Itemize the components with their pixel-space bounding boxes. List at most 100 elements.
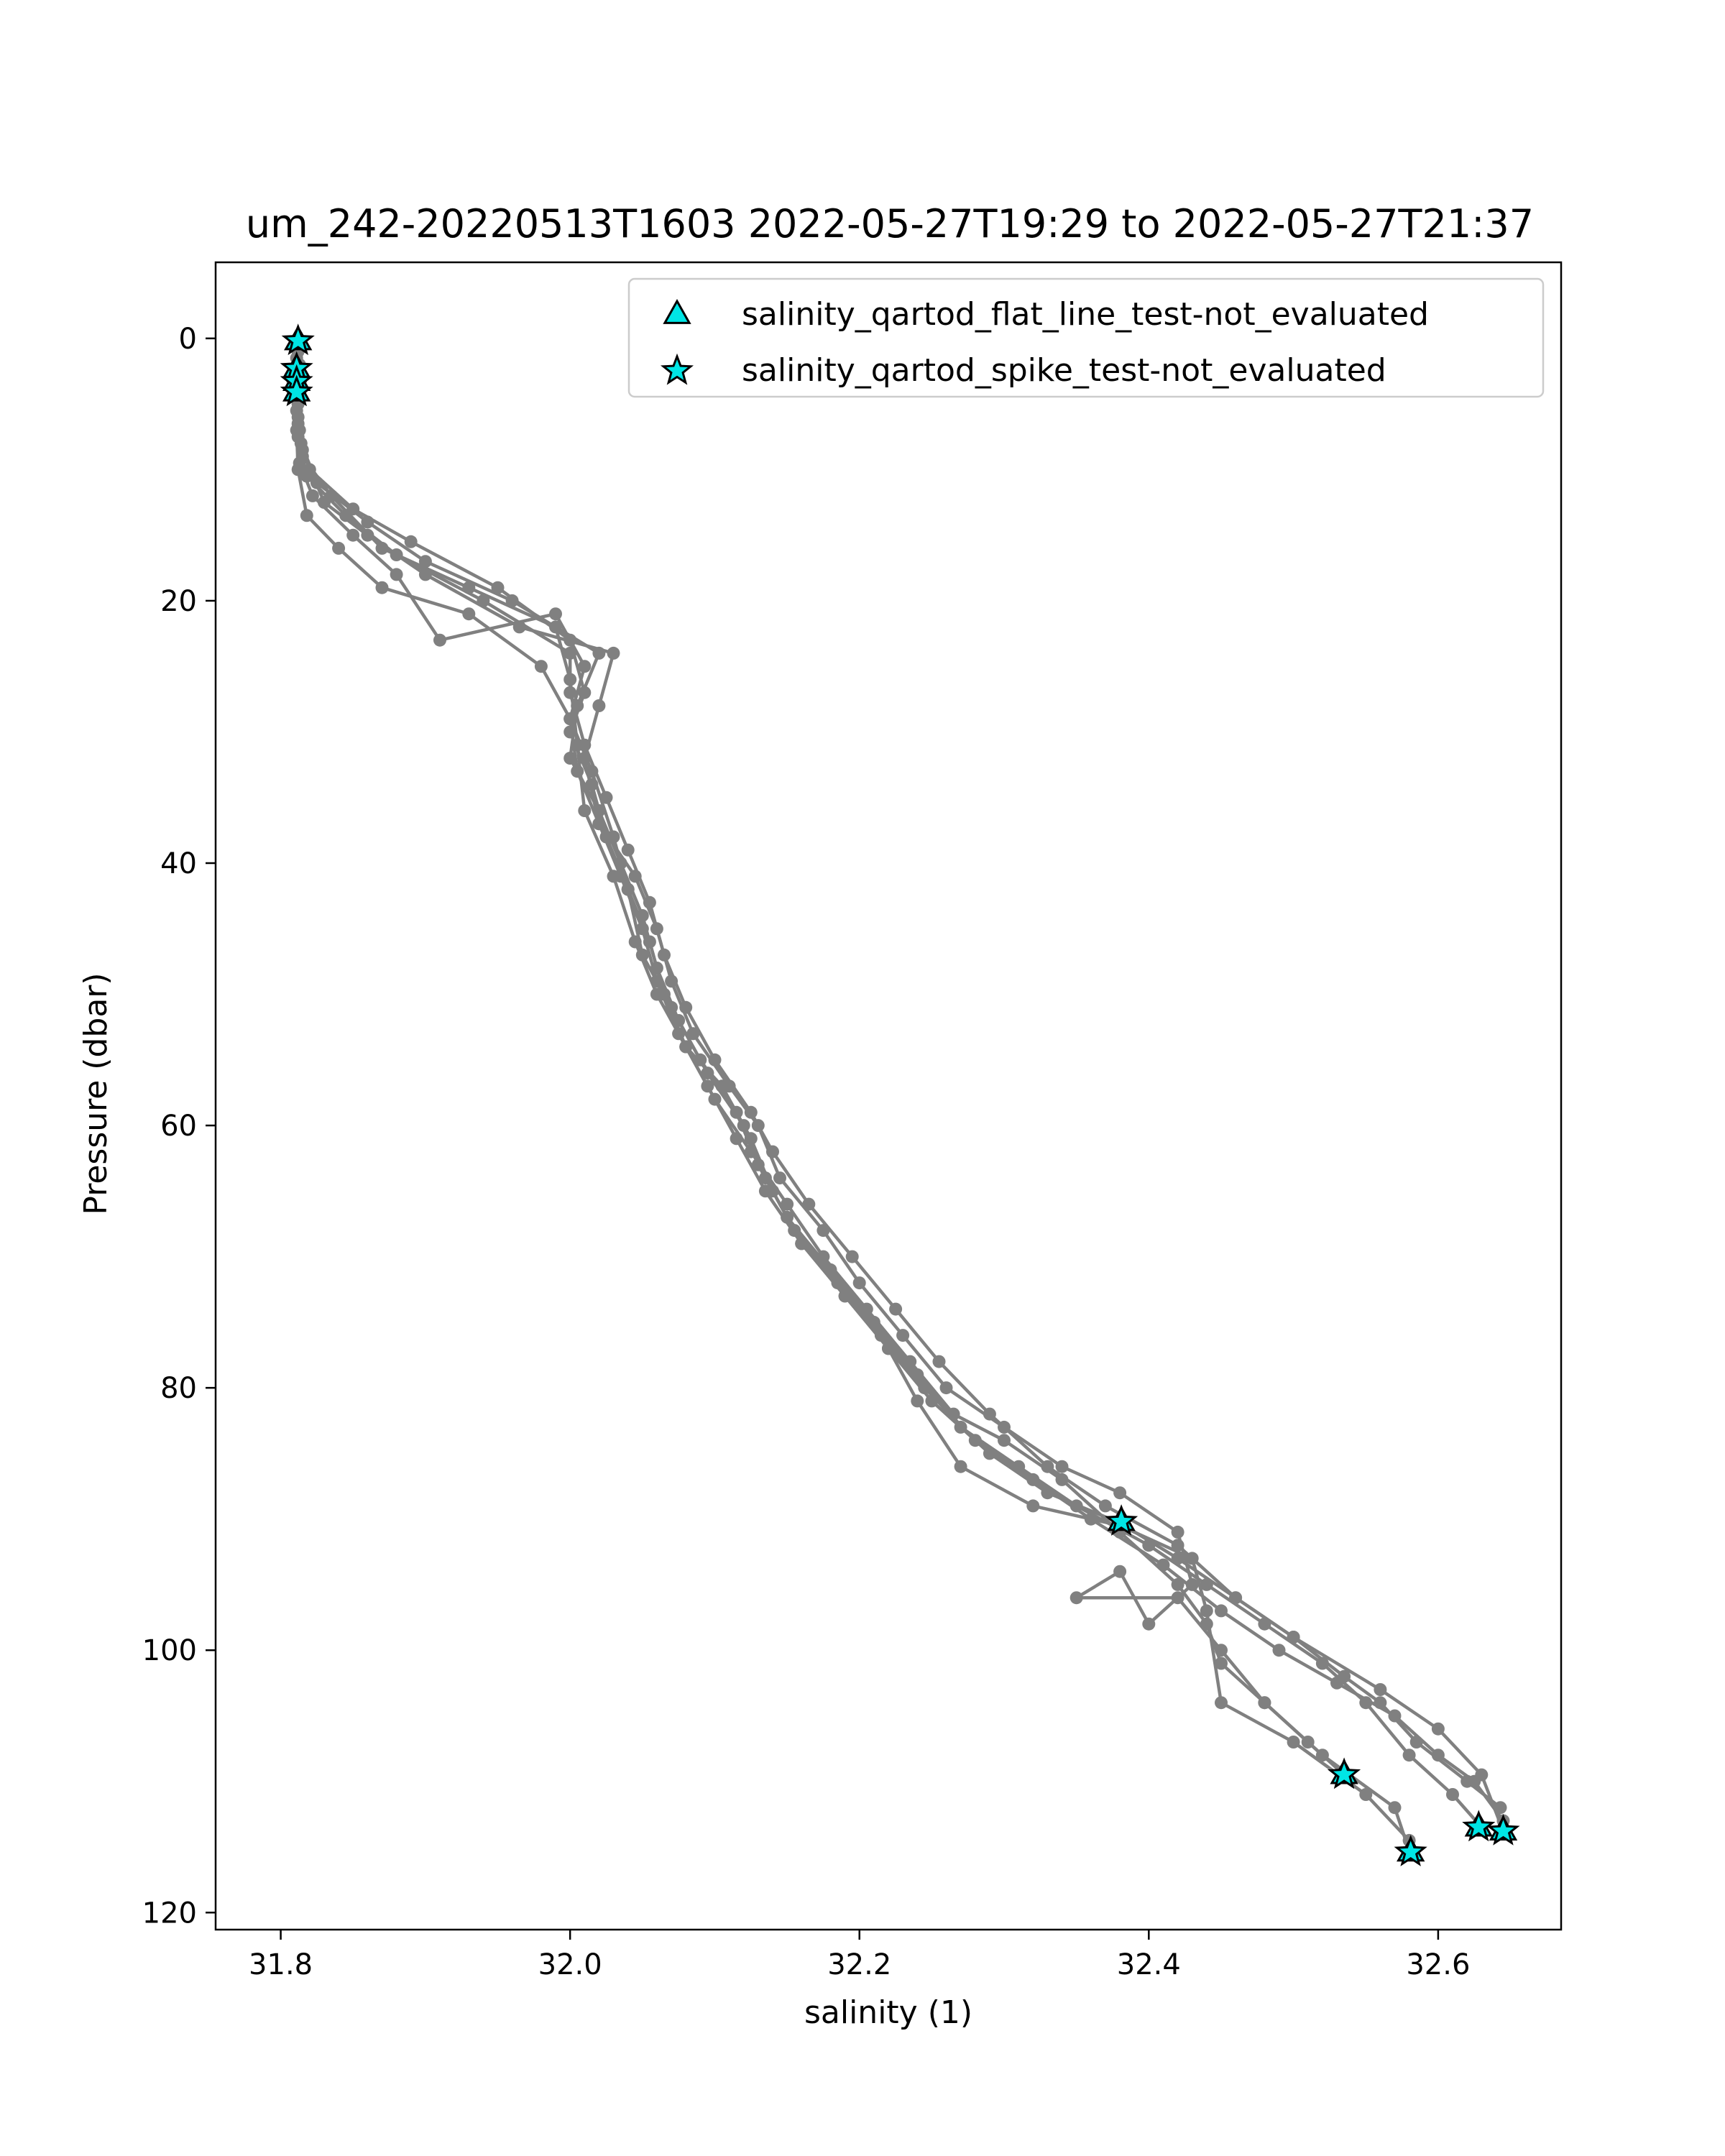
- profile-4-point-22: [932, 1355, 946, 1368]
- profile-6-point-8: [549, 607, 562, 621]
- profile-7-point-2: [290, 423, 303, 437]
- profile-4-point-28: [1287, 1631, 1300, 1644]
- legend-box: [627, 277, 1545, 398]
- profile-7-point-12: [614, 870, 627, 883]
- profile-5-point-13: [650, 922, 663, 936]
- profile-7-point-8: [534, 660, 548, 673]
- profile-5-point-16: [722, 1079, 736, 1093]
- profile-5-point-29: [1113, 1565, 1127, 1578]
- profile-5-point-6: [418, 568, 432, 581]
- profile-6-point-9: [578, 660, 592, 673]
- profile-2-point-31: [1402, 1749, 1416, 1762]
- y-tick-label-7: 120: [142, 1897, 197, 1930]
- profile-3-point-5: [361, 515, 374, 529]
- profile-2-point-7: [491, 581, 505, 594]
- profile-2-point-22: [911, 1368, 924, 1381]
- profile-5-point-12: [628, 870, 642, 883]
- profile-7-point-4: [300, 509, 313, 522]
- x-axis: 31.8 32.0 32.2 32.4 32.6: [249, 1930, 1470, 1981]
- profile-3-point-23: [968, 1434, 982, 1447]
- profile-7-point-5: [332, 541, 346, 555]
- profile-2-point-27: [1200, 1577, 1213, 1591]
- profile-6-point-24: [998, 1434, 1011, 1447]
- profile-5-point-17: [751, 1119, 765, 1133]
- profile-7-point-11: [592, 817, 606, 831]
- profile-4-point-31: [1409, 1736, 1423, 1749]
- profile-7-point-19: [795, 1237, 809, 1250]
- profile-5-point-19: [816, 1224, 830, 1238]
- profile-7-point-17: [730, 1132, 743, 1146]
- profile-4-point-24: [1041, 1460, 1054, 1473]
- profile-4-point-5: [339, 509, 353, 522]
- profile-5-point-28: [1142, 1617, 1156, 1631]
- profile-2-point-6: [404, 535, 418, 548]
- spike-marker-5: [1105, 1504, 1138, 1536]
- profile-3-point-24: [1026, 1473, 1040, 1486]
- x-tick-label-3: 32.2: [827, 1948, 891, 1981]
- profile-6-point-30: [1258, 1696, 1271, 1710]
- spike-marker-6: [1327, 1757, 1361, 1789]
- legend-entry-2: salinity_qartod_spike_test-not_evaluated: [742, 352, 1386, 389]
- profile-5-point-14: [665, 975, 678, 988]
- profile-5-point-20: [852, 1276, 866, 1290]
- profile-4-point-9: [564, 686, 577, 699]
- profile-4-point-33: [1494, 1801, 1507, 1815]
- spike-marker-7: [1394, 1835, 1427, 1866]
- y-axis-label: Pressure (dbar): [78, 972, 114, 1215]
- profile-3-point-16: [701, 1067, 714, 1080]
- profile-4-point-32: [1460, 1774, 1474, 1788]
- profile-4-point-20: [845, 1250, 859, 1263]
- profile-6-point-18: [744, 1145, 758, 1158]
- spike-marker-8: [1462, 1810, 1496, 1842]
- y-tick-label-2: 20: [160, 585, 197, 618]
- profile-6-point-22: [903, 1355, 917, 1368]
- profile-7-point-27: [1200, 1604, 1213, 1618]
- profile-7-point-21: [882, 1342, 895, 1355]
- profile-2-point-25: [1070, 1499, 1083, 1513]
- profile-3-point-6: [418, 555, 432, 568]
- profile-5-point-22: [939, 1381, 953, 1395]
- profile-4-point-23: [983, 1407, 996, 1421]
- profile-5-point-15: [686, 1027, 700, 1041]
- profile-5-point-23: [998, 1420, 1011, 1434]
- legend: salinity_qartod_flat_line_test-not_evalu…: [627, 277, 1545, 398]
- profile-5-point-25: [1113, 1486, 1127, 1500]
- profile-6-point-12: [607, 830, 620, 844]
- profile-6-point-19: [781, 1197, 794, 1211]
- profile-7-point-13: [635, 922, 649, 936]
- profile-7-point-3: [291, 463, 305, 476]
- profile-7-point-18: [758, 1184, 772, 1198]
- profile-1-point-11: [578, 804, 592, 817]
- profile-6-point-11: [585, 765, 599, 778]
- profile-6-point-21: [860, 1302, 873, 1316]
- profile-line-5: [295, 364, 1411, 1852]
- x-tick-label-2: 32.0: [538, 1948, 602, 1981]
- profile-7-point-22: [911, 1394, 924, 1408]
- profile-5-point-35: [1388, 1801, 1402, 1815]
- profile-7-point-10: [571, 765, 584, 778]
- x-tick-label-1: 31.8: [249, 1948, 313, 1981]
- profile-5-point-18: [773, 1171, 786, 1185]
- profile-3-point-7: [505, 594, 519, 607]
- profile-2-point-24: [1012, 1460, 1026, 1473]
- profile-6-point-23: [947, 1407, 960, 1421]
- legend-star-icon: [660, 353, 694, 385]
- profile-1-point-30: [1431, 1722, 1445, 1736]
- profile-5-point-8: [607, 646, 620, 660]
- y-tick-label-1: 0: [179, 323, 197, 356]
- profile-4-point-25: [1098, 1499, 1112, 1513]
- profile-7-point-6: [375, 581, 389, 594]
- profile-1-point-29: [1374, 1683, 1387, 1696]
- y-tick-label-5: 80: [160, 1372, 197, 1405]
- profile-7-point-20: [838, 1289, 852, 1303]
- x-axis-label: salinity (1): [804, 1994, 972, 2031]
- x-tick-label-4: 32.4: [1117, 1948, 1181, 1981]
- profile-7-point-9: [564, 712, 577, 726]
- legend-triangle-icon: [663, 298, 691, 324]
- profile-6-point-4: [305, 489, 319, 502]
- profile-2-point-32: [1446, 1788, 1459, 1801]
- profile-3-point-27: [1215, 1604, 1228, 1618]
- profile-3-point-17: [737, 1119, 750, 1133]
- profile-5-point-27: [1185, 1577, 1199, 1591]
- profile-7-point-15: [672, 1027, 686, 1041]
